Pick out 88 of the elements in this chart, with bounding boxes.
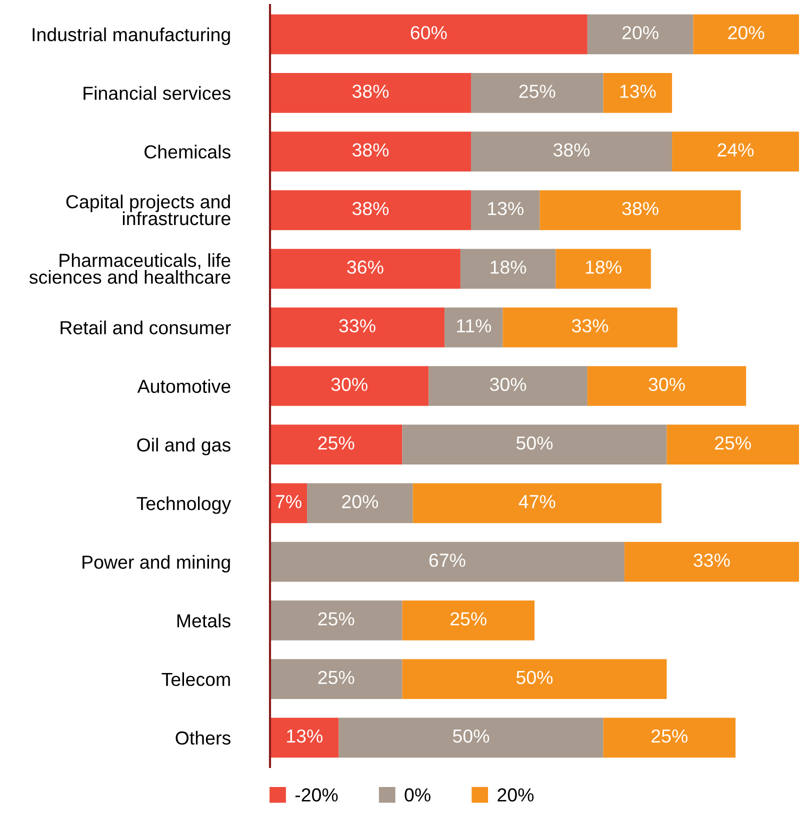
data-label: 30% <box>648 378 685 392</box>
y-tick-label: Others <box>176 730 230 745</box>
data-label: 20% <box>728 26 764 40</box>
data-label: 25% <box>318 670 354 684</box>
bar <box>693 14 799 54</box>
data-label: 67% <box>429 554 466 567</box>
data-label: 18% <box>586 260 622 274</box>
data-label: 33% <box>572 319 608 332</box>
data-label: 13% <box>620 84 656 98</box>
y-tick-label: Financial services <box>84 86 230 100</box>
bar <box>603 72 672 113</box>
bar <box>471 132 672 172</box>
data-label: 13% <box>287 729 322 743</box>
y-tick-label: Metals <box>177 614 230 628</box>
bar <box>471 190 540 230</box>
y-tick-label: Technology <box>136 496 232 514</box>
data-label: 25% <box>652 729 688 743</box>
data-label: 25% <box>318 612 354 626</box>
data-label: 38% <box>352 143 389 157</box>
data-label: 33% <box>339 319 376 332</box>
data-label: 50% <box>516 436 553 450</box>
bar <box>412 483 662 524</box>
y-tick-label: Retail and consumer <box>60 320 231 334</box>
bar <box>270 72 472 113</box>
data-label: 20% <box>622 26 658 40</box>
bar <box>402 600 534 640</box>
y-tick-label: Automotive <box>137 379 230 393</box>
bar <box>666 424 799 465</box>
bar <box>402 659 667 700</box>
bar <box>471 72 604 113</box>
bar <box>270 190 472 230</box>
y-tick-label: Pharmaceuticals, life sciences and healthcare <box>29 253 230 284</box>
data-label: 30% <box>490 378 526 392</box>
bar <box>338 718 604 758</box>
bar <box>307 483 413 524</box>
y-tick-label: Telecom <box>162 672 230 686</box>
bar <box>270 483 308 524</box>
data-label: 7% <box>276 495 302 508</box>
bar <box>270 14 588 54</box>
data-label: 18% <box>490 260 526 274</box>
bar <box>556 248 651 289</box>
bar <box>270 659 402 700</box>
bar <box>540 190 741 230</box>
y-tick-label: Power and mining <box>82 555 230 573</box>
bar <box>402 424 667 465</box>
data-label: 47% <box>518 495 556 508</box>
data-label: 50% <box>516 670 553 684</box>
bar <box>270 542 624 582</box>
data-label: 25% <box>715 436 751 450</box>
bar <box>270 366 429 406</box>
data-label: 24% <box>718 143 754 156</box>
bar <box>270 600 402 640</box>
data-label: 33% <box>694 554 730 567</box>
bar <box>460 248 556 289</box>
bar <box>603 718 736 758</box>
y-tick-label: Chemicals <box>144 144 230 159</box>
data-label: 25% <box>318 436 354 450</box>
data-label: 38% <box>553 143 590 157</box>
legend-label: 0% <box>404 788 430 802</box>
data-label: 30% <box>331 378 368 392</box>
data-label: 50% <box>453 729 490 743</box>
data-label: 25% <box>450 612 486 626</box>
y-tick-label: Oil and gas <box>137 438 230 456</box>
data-label: 25% <box>519 84 556 98</box>
bar <box>672 132 799 172</box>
bar <box>502 307 678 348</box>
y-tick-label: Industrial manufacturing <box>32 28 230 45</box>
legend-label: -20% <box>295 788 338 802</box>
bar <box>270 132 472 172</box>
legend-label: 20% <box>498 788 534 802</box>
bar <box>428 366 588 406</box>
data-label: 20% <box>342 494 378 508</box>
data-label: 38% <box>352 84 389 98</box>
data-label: 13% <box>488 202 524 216</box>
bar <box>270 248 460 289</box>
bar <box>444 307 503 348</box>
bar <box>624 542 799 582</box>
data-label: 36% <box>347 260 384 274</box>
y-tick-label: Capital projects and infrastructure <box>66 194 230 226</box>
data-label: 60% <box>410 26 447 40</box>
bar <box>270 424 402 465</box>
data-label: 38% <box>622 202 658 216</box>
bar <box>587 14 694 54</box>
bar <box>270 307 445 348</box>
bar <box>587 366 746 406</box>
data-label: 38% <box>352 202 389 216</box>
data-label: 11% <box>457 319 492 332</box>
bar <box>270 718 339 758</box>
